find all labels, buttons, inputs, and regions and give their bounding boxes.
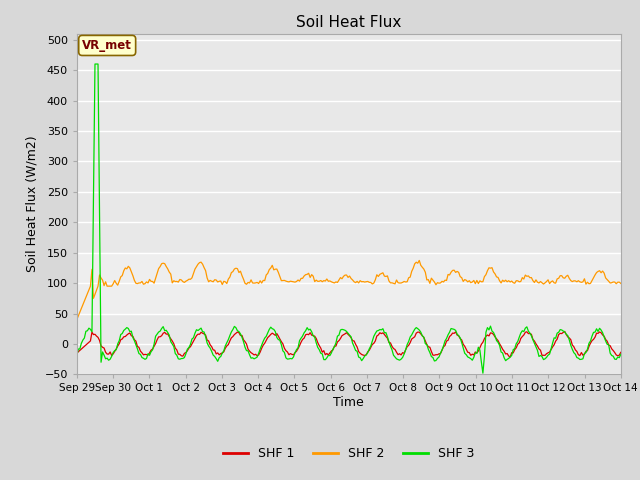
SHF 2 — [617, 280, 625, 286]
SHF 1 — [262, 337, 270, 343]
SHF 1 — [73, 350, 81, 356]
SHF 2 — [140, 281, 147, 287]
SHF 2 — [73, 317, 81, 323]
SHF 3 — [589, 329, 597, 335]
SHF 3 — [264, 330, 271, 336]
SHF 3 — [617, 351, 625, 357]
SHF 1 — [589, 336, 597, 342]
Text: VR_met: VR_met — [82, 39, 132, 52]
SHF 1 — [140, 352, 147, 358]
SHF 2 — [235, 270, 243, 276]
X-axis label: Time: Time — [333, 396, 364, 409]
SHF 1 — [253, 353, 261, 359]
SHF 2 — [588, 277, 596, 283]
SHF 2 — [253, 279, 261, 285]
SHF 3 — [255, 350, 262, 356]
SHF 1 — [617, 349, 625, 355]
Line: SHF 2: SHF 2 — [77, 261, 621, 320]
SHF 2 — [311, 279, 319, 285]
SHF 3 — [479, 370, 487, 376]
Line: SHF 3: SHF 3 — [77, 64, 621, 373]
Line: SHF 1: SHF 1 — [77, 331, 621, 357]
Title: Soil Heat Flux: Soil Heat Flux — [296, 15, 401, 30]
SHF 1 — [561, 328, 568, 334]
SHF 1 — [235, 330, 243, 336]
Bar — [77, 252, 621, 313]
SHF 3 — [141, 357, 149, 362]
SHF 3 — [312, 340, 320, 346]
Legend: SHF 1, SHF 2, SHF 3: SHF 1, SHF 2, SHF 3 — [218, 442, 479, 465]
SHF 1 — [311, 333, 319, 339]
Y-axis label: Soil Heat Flux (W/m2): Soil Heat Flux (W/m2) — [26, 136, 39, 272]
SHF 1 — [506, 354, 514, 360]
SHF 3 — [91, 61, 99, 67]
SHF 2 — [262, 272, 270, 278]
SHF 3 — [73, 353, 81, 359]
SHF 2 — [415, 258, 423, 264]
SHF 3 — [237, 331, 244, 337]
